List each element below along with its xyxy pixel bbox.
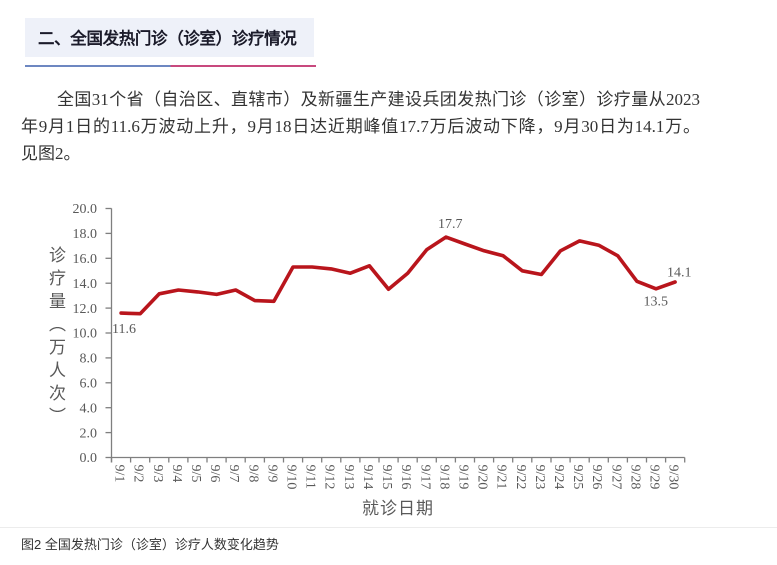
svg-text:12.0: 12.0: [73, 302, 98, 317]
svg-text:17.7: 17.7: [438, 217, 463, 232]
svg-text:16.0: 16.0: [73, 252, 98, 267]
svg-text:9/5: 9/5: [188, 465, 203, 483]
svg-text:9/10: 9/10: [284, 465, 299, 490]
svg-text:9/25: 9/25: [570, 465, 585, 490]
svg-text:0.0: 0.0: [80, 451, 98, 466]
svg-text:9/27: 9/27: [608, 465, 623, 490]
svg-text:9/29: 9/29: [647, 465, 662, 490]
svg-text:9/16: 9/16: [398, 465, 413, 490]
svg-text:9/30: 9/30: [666, 465, 681, 490]
svg-text:11.6: 11.6: [112, 322, 136, 337]
svg-text:9/9: 9/9: [264, 465, 279, 483]
svg-text:9/18: 9/18: [436, 465, 451, 490]
svg-text:9/22: 9/22: [513, 465, 528, 490]
svg-text:9/3: 9/3: [150, 465, 165, 483]
svg-text:9/12: 9/12: [322, 465, 337, 490]
svg-text:9/20: 9/20: [475, 465, 490, 490]
svg-text:18.0: 18.0: [73, 227, 98, 242]
svg-text:14.1: 14.1: [667, 266, 692, 281]
svg-text:9/11: 9/11: [303, 465, 318, 489]
svg-text:9/4: 9/4: [169, 465, 184, 483]
svg-text:10.0: 10.0: [73, 327, 98, 342]
svg-text:9/14: 9/14: [360, 465, 375, 490]
svg-text:9/17: 9/17: [417, 465, 432, 490]
svg-text:8.0: 8.0: [80, 352, 98, 367]
svg-text:9/21: 9/21: [494, 465, 509, 490]
svg-text:14.0: 14.0: [73, 277, 98, 292]
svg-text:9/13: 9/13: [341, 465, 356, 490]
svg-text:13.5: 13.5: [644, 295, 669, 310]
svg-text:9/1: 9/1: [112, 465, 127, 483]
svg-text:9/19: 9/19: [456, 465, 471, 490]
svg-text:9/2: 9/2: [131, 465, 146, 483]
svg-text:20.0: 20.0: [73, 202, 98, 217]
svg-text:9/28: 9/28: [627, 465, 642, 490]
svg-text:9/6: 9/6: [207, 465, 222, 483]
svg-text:9/7: 9/7: [226, 465, 241, 483]
svg-text:9/26: 9/26: [589, 465, 604, 490]
svg-text:4.0: 4.0: [80, 401, 98, 416]
svg-text:9/8: 9/8: [245, 465, 260, 483]
svg-text:9/15: 9/15: [379, 465, 394, 490]
svg-text:6.0: 6.0: [80, 377, 98, 392]
svg-text:9/24: 9/24: [551, 465, 566, 490]
svg-text:2.0: 2.0: [80, 426, 98, 441]
svg-text:9/23: 9/23: [532, 465, 547, 490]
